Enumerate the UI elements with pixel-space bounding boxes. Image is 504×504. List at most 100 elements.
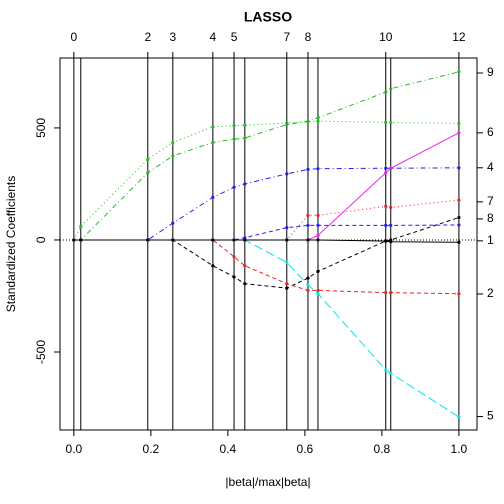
- coef-point: [171, 140, 175, 145]
- coef-point: [384, 368, 388, 372]
- top-tick-label: 10: [379, 30, 393, 44]
- coef-path: [73, 239, 459, 243]
- y-tick-label: 0: [34, 236, 48, 243]
- coef-point: [316, 167, 320, 171]
- y2-tick-label: 8: [487, 211, 494, 225]
- coef-point: [457, 240, 461, 244]
- coef-point: [232, 124, 236, 128]
- top-tick-label: 12: [452, 30, 466, 44]
- coef-point: [389, 87, 393, 91]
- y2-tick-label: 1: [487, 233, 494, 247]
- coef-point: [146, 238, 150, 242]
- chart-title: LASSO: [244, 9, 292, 25]
- coef-point: [285, 226, 289, 230]
- y2-tick-label: 7: [487, 194, 494, 208]
- coef-path: [73, 120, 459, 241]
- coef-point: [384, 166, 388, 170]
- coef-point: [79, 238, 83, 242]
- coef-point: [146, 157, 150, 161]
- coef-point: [457, 131, 461, 135]
- coef-point: [389, 120, 393, 125]
- top-tick-label: 3: [169, 30, 176, 44]
- coef-point: [243, 238, 247, 242]
- coef-point: [211, 195, 215, 199]
- x-tick-label: 0.6: [297, 442, 314, 456]
- coef-path: [73, 224, 459, 241]
- coef-point: [306, 223, 310, 227]
- coef-point: [171, 238, 175, 242]
- coef-point: [389, 223, 393, 227]
- y-tick-label: -500: [34, 340, 48, 364]
- coef-point: [316, 223, 320, 227]
- coef-point: [316, 288, 320, 292]
- coef-point: [316, 238, 320, 242]
- coef-point: [72, 238, 76, 242]
- x-tick-label: 0.0: [66, 442, 83, 456]
- top-tick-label: 7: [283, 30, 290, 44]
- coef-point: [316, 269, 320, 273]
- coef-point: [457, 70, 461, 74]
- y-axis-label: Standardized Coefficients: [4, 176, 18, 313]
- coef-point: [457, 223, 461, 227]
- coef-point: [384, 171, 388, 175]
- x-tick-label: 1.0: [451, 442, 468, 456]
- coef-point: [211, 238, 215, 242]
- coef-point: [384, 204, 388, 208]
- coef-point: [389, 205, 393, 210]
- y2-tick-label: 4: [487, 160, 494, 174]
- coef-path: [73, 71, 460, 241]
- coef-point: [232, 238, 236, 242]
- coef-point: [243, 282, 247, 286]
- coef-point: [232, 137, 236, 141]
- coef-point: [285, 172, 289, 176]
- coef-point: [211, 264, 215, 268]
- coef-point: [306, 119, 310, 123]
- coef-point: [243, 136, 247, 140]
- coef-point: [316, 119, 320, 123]
- coef-path: [73, 239, 460, 418]
- coef-point: [171, 221, 175, 225]
- coef-point: [306, 213, 310, 217]
- coef-point: [384, 223, 388, 227]
- coef-point: [79, 224, 83, 229]
- x-tick-label: 0.8: [374, 442, 391, 456]
- x-tick-label: 0.2: [143, 442, 160, 456]
- coef-point: [306, 283, 310, 287]
- coef-point: [285, 260, 289, 264]
- top-tick-label: 8: [305, 30, 312, 44]
- coef-point: [306, 288, 310, 292]
- coef-point: [243, 264, 247, 268]
- coef-point: [316, 233, 320, 238]
- coef-point: [232, 275, 236, 279]
- top-tick-label: 4: [210, 30, 217, 44]
- coef-point: [243, 123, 247, 127]
- coef-point: [285, 286, 289, 290]
- coef-point: [306, 167, 310, 171]
- top-tick-label: 0: [71, 30, 78, 44]
- coef-point: [306, 238, 310, 242]
- coef-point: [316, 292, 320, 296]
- coef-point: [389, 240, 393, 244]
- coef-point: [243, 236, 247, 240]
- coef-point: [389, 166, 393, 170]
- y-tick-label: 500: [34, 118, 48, 138]
- coef-point: [316, 116, 320, 120]
- coef-point: [285, 282, 289, 286]
- top-tick-label: 2: [144, 30, 151, 44]
- coef-point: [285, 122, 289, 127]
- coef-point: [211, 125, 215, 129]
- coef-path: [73, 132, 460, 241]
- y2-tick-label: 9: [487, 65, 494, 79]
- coef-point: [457, 198, 461, 202]
- coef-point: [171, 154, 175, 158]
- top-tick-label: 5: [231, 30, 238, 44]
- coef-point: [211, 140, 215, 145]
- coef-point: [389, 371, 393, 375]
- x-tick-label: 0.4: [220, 442, 237, 456]
- coef-point: [306, 276, 310, 280]
- y2-tick-label: 6: [487, 125, 494, 139]
- coef-path: [73, 217, 460, 289]
- coef-point: [384, 239, 388, 243]
- coef-point: [285, 238, 289, 242]
